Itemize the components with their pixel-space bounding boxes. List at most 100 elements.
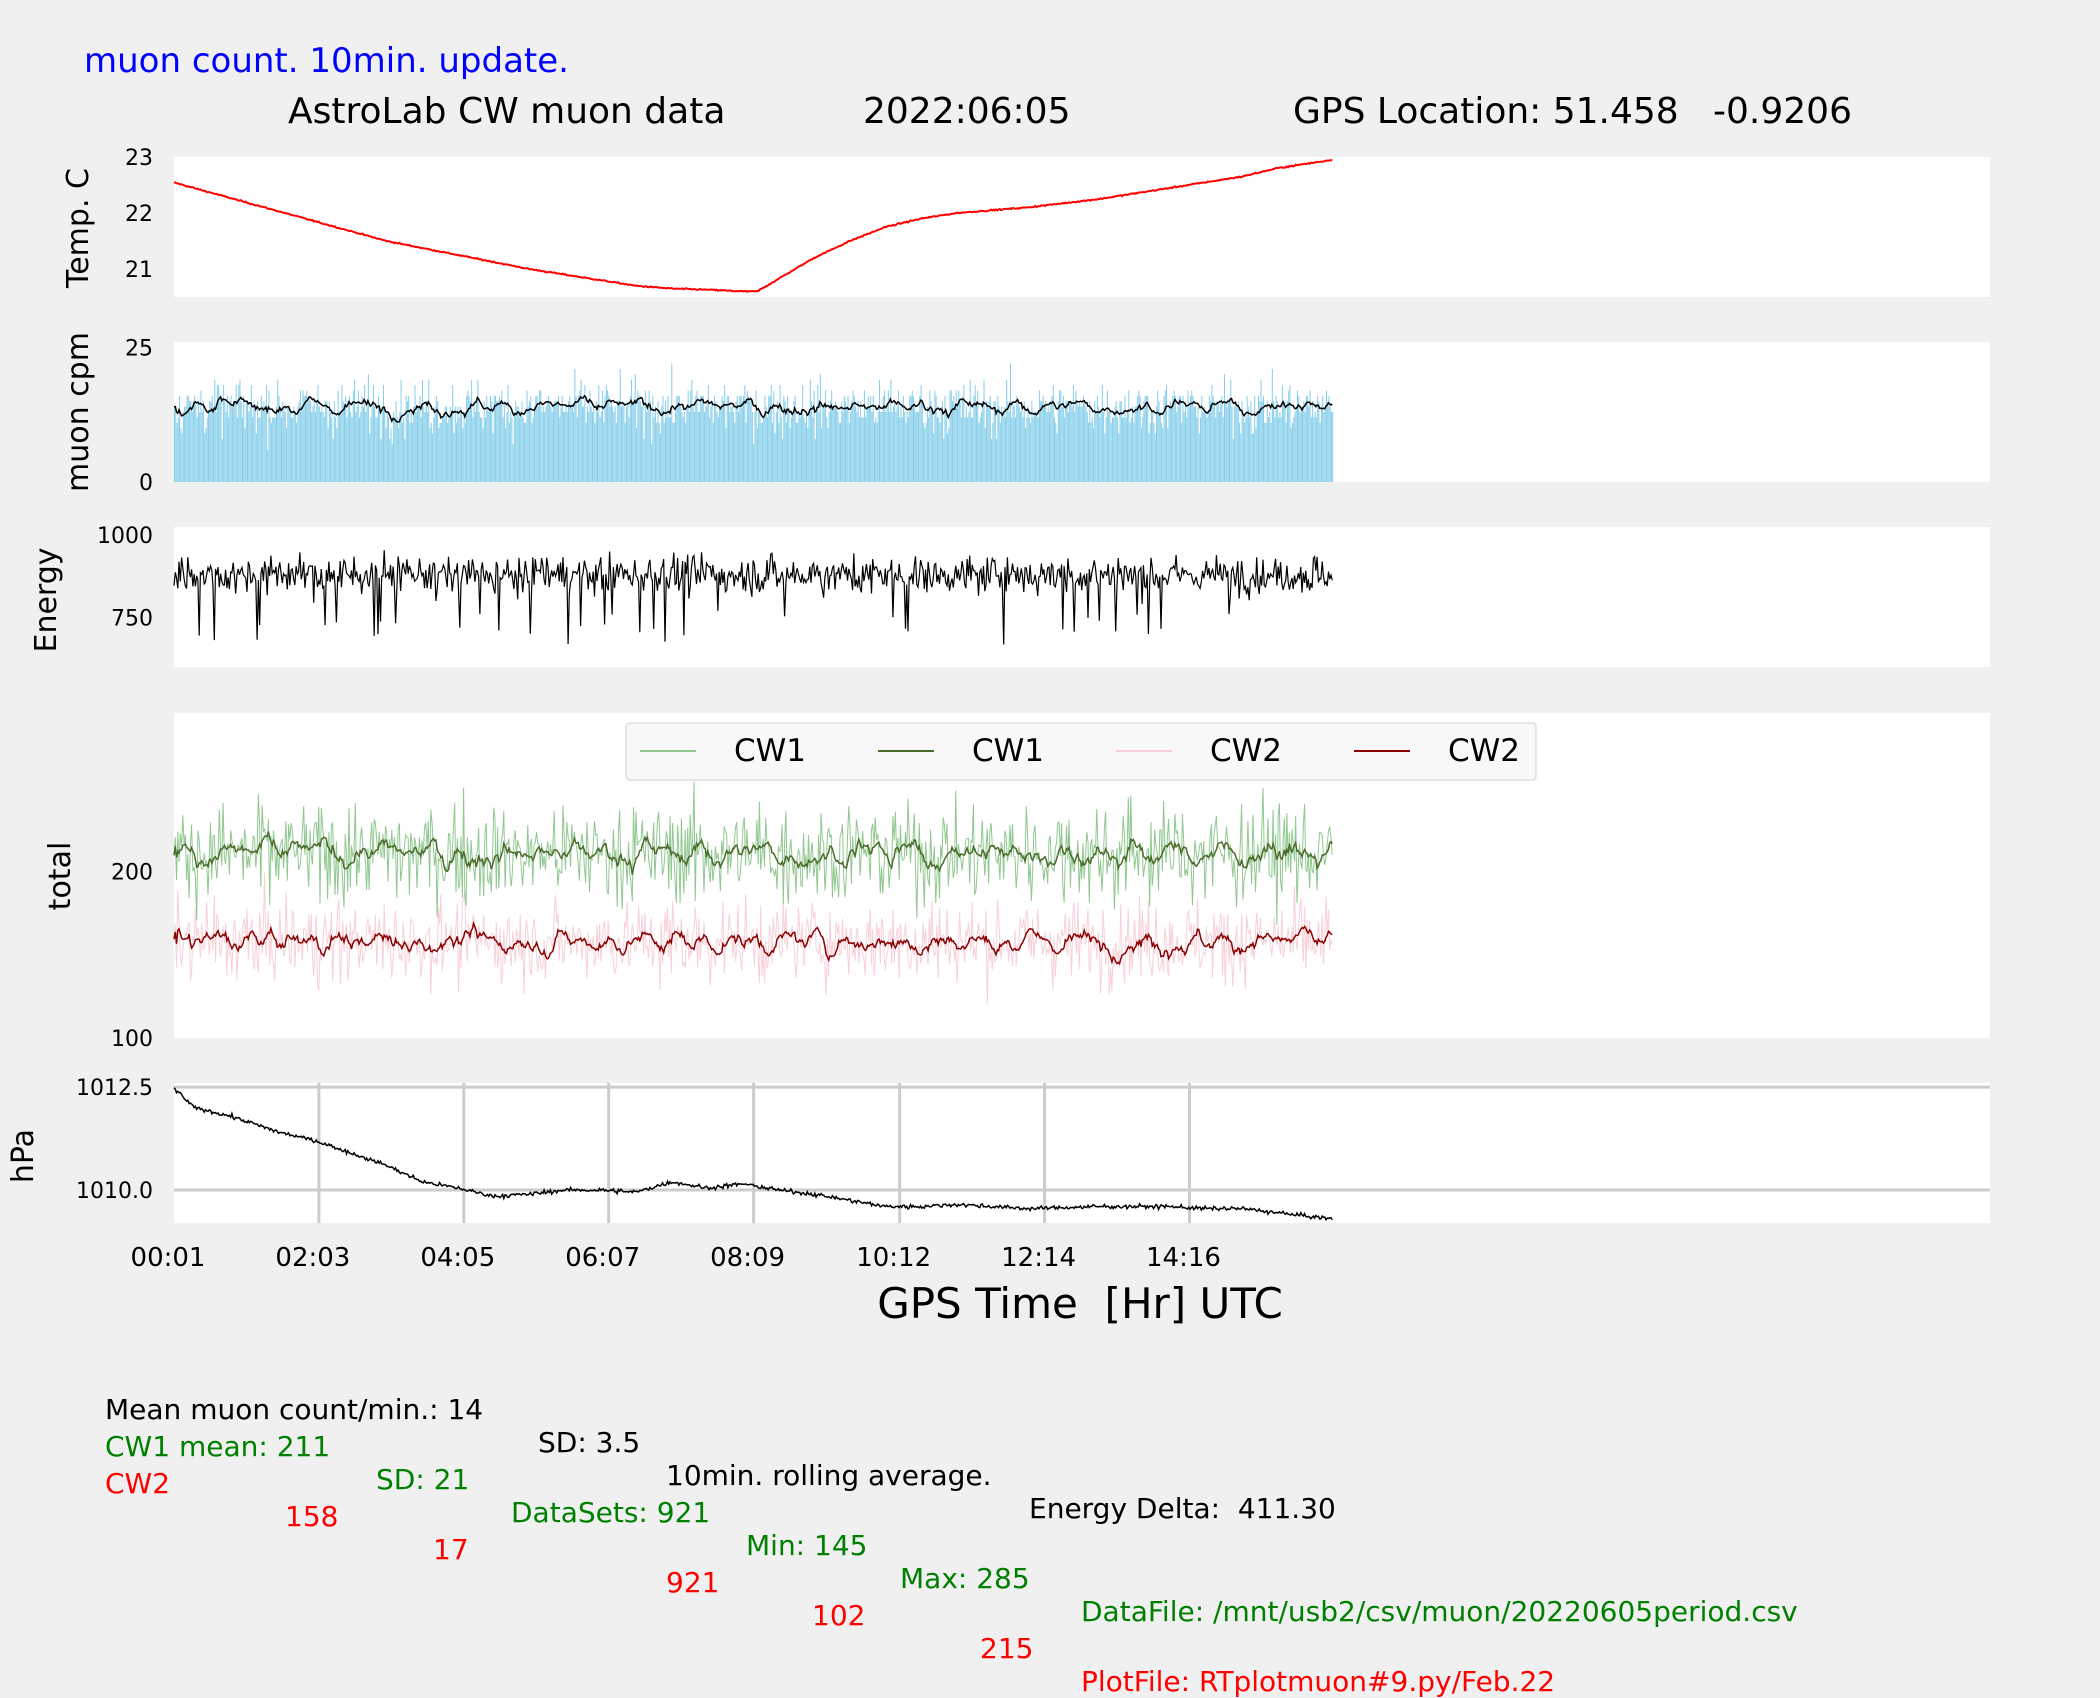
muon-bar <box>1244 422 1246 482</box>
muon-bar <box>975 401 977 482</box>
muon-bar <box>913 395 915 482</box>
muon-bar <box>1167 428 1169 482</box>
muon-bar <box>516 406 518 482</box>
muon-bar <box>518 417 520 482</box>
y-tick-label: 23 <box>125 146 153 171</box>
muon-bar <box>982 401 984 482</box>
panel-background <box>174 527 1990 667</box>
muon-bar <box>234 401 236 482</box>
muon-bar <box>304 395 306 482</box>
muon-bar <box>275 406 277 482</box>
muon-bar <box>754 412 756 482</box>
muon-bar <box>1307 395 1309 482</box>
muon-bar <box>1207 412 1209 482</box>
muon-bar <box>715 401 717 482</box>
muon-bar <box>210 401 212 482</box>
muon-bar <box>1021 406 1023 482</box>
muon-bar <box>1314 412 1316 482</box>
muon-bar <box>427 412 429 482</box>
muon-bar <box>1186 417 1188 482</box>
muon-bar <box>526 390 528 482</box>
muon-bar <box>236 417 238 482</box>
muon-bar <box>473 401 475 482</box>
muon-bar <box>1051 395 1053 482</box>
cw2-raw-line <box>173 872 1333 1004</box>
muon-bar <box>377 395 379 482</box>
muon-bar <box>411 422 413 482</box>
muon-bar <box>282 401 284 482</box>
muon-bar <box>386 412 388 482</box>
muon-bar <box>262 406 264 482</box>
muon-bar <box>1004 417 1006 482</box>
muon-bar <box>959 401 961 482</box>
muon-bar <box>1017 401 1019 482</box>
muon-bar <box>1251 433 1253 482</box>
muon-bar <box>437 401 439 482</box>
muon-bar <box>471 379 473 482</box>
muon-bar <box>588 412 590 482</box>
muon-bar <box>186 395 188 482</box>
muon-bar <box>493 395 495 482</box>
muon-bar <box>228 417 230 482</box>
muon-bar <box>527 406 529 482</box>
footer-cw2-stats: CW2 158 17 921 102 215 PlotFile: RTplotm… <box>105 1434 1555 1698</box>
muon-bar <box>1259 401 1261 482</box>
muon-bar <box>1261 401 1263 482</box>
muon-bar <box>950 390 952 482</box>
muon-bar <box>1225 401 1227 482</box>
muon-bar <box>496 401 498 482</box>
muon-bar <box>819 374 821 482</box>
muon-bar <box>1268 417 1270 482</box>
muon-bar <box>1255 428 1257 482</box>
muon-bar <box>670 417 672 482</box>
muon-bar <box>1147 395 1149 482</box>
muon-bar <box>1193 406 1195 482</box>
muon-bar <box>657 401 659 482</box>
muon-bar <box>213 412 215 482</box>
muon-bar <box>935 395 937 482</box>
muon-bar <box>872 395 874 482</box>
muon-bar <box>618 401 620 482</box>
muon-bar <box>963 385 965 482</box>
muon-bar <box>189 401 191 482</box>
footer-cw2-min: 102 <box>812 1599 866 1632</box>
muon-bar <box>235 385 237 482</box>
x-tick-label: 00:01 <box>131 1243 206 1273</box>
muon-bar <box>1128 390 1130 482</box>
muon-bar <box>729 412 731 482</box>
muon-bar <box>928 417 930 482</box>
muon-bar <box>839 422 842 482</box>
muon-bar <box>746 390 748 482</box>
muon-bar <box>403 417 405 482</box>
panel-muon-cpm: 0 25 muon cpm <box>61 332 1990 496</box>
muon-bar <box>720 406 722 482</box>
muon-bar <box>1302 406 1304 482</box>
muon-bar <box>406 401 408 482</box>
muon-bar <box>623 406 625 482</box>
muon-bar <box>938 417 940 482</box>
muon-bar <box>398 428 400 482</box>
footer-mean-muon: Mean muon count/min.: 14 <box>105 1393 484 1426</box>
muon-bar <box>1218 412 1220 482</box>
muon-bar <box>909 395 911 482</box>
muon-bar <box>568 401 570 482</box>
muon-bar <box>915 412 917 482</box>
muon-bar <box>408 395 410 482</box>
muon-bar <box>307 401 309 482</box>
muon-bar <box>1061 406 1063 482</box>
muon-bar <box>1161 422 1163 482</box>
muon-bar <box>675 412 677 482</box>
muon-bar <box>842 412 844 482</box>
muon-bar <box>809 379 811 482</box>
muon-bar <box>459 406 461 482</box>
muon-bar <box>362 406 364 482</box>
muon-bar <box>293 406 295 482</box>
muon-bar <box>676 395 678 482</box>
muon-bar <box>590 406 592 482</box>
muon-bar <box>244 428 246 482</box>
muon-bar <box>1038 390 1040 482</box>
muon-bar <box>413 406 415 482</box>
muon-bar <box>1211 385 1213 482</box>
muon-bar <box>537 406 539 482</box>
muon-bar <box>614 406 616 482</box>
